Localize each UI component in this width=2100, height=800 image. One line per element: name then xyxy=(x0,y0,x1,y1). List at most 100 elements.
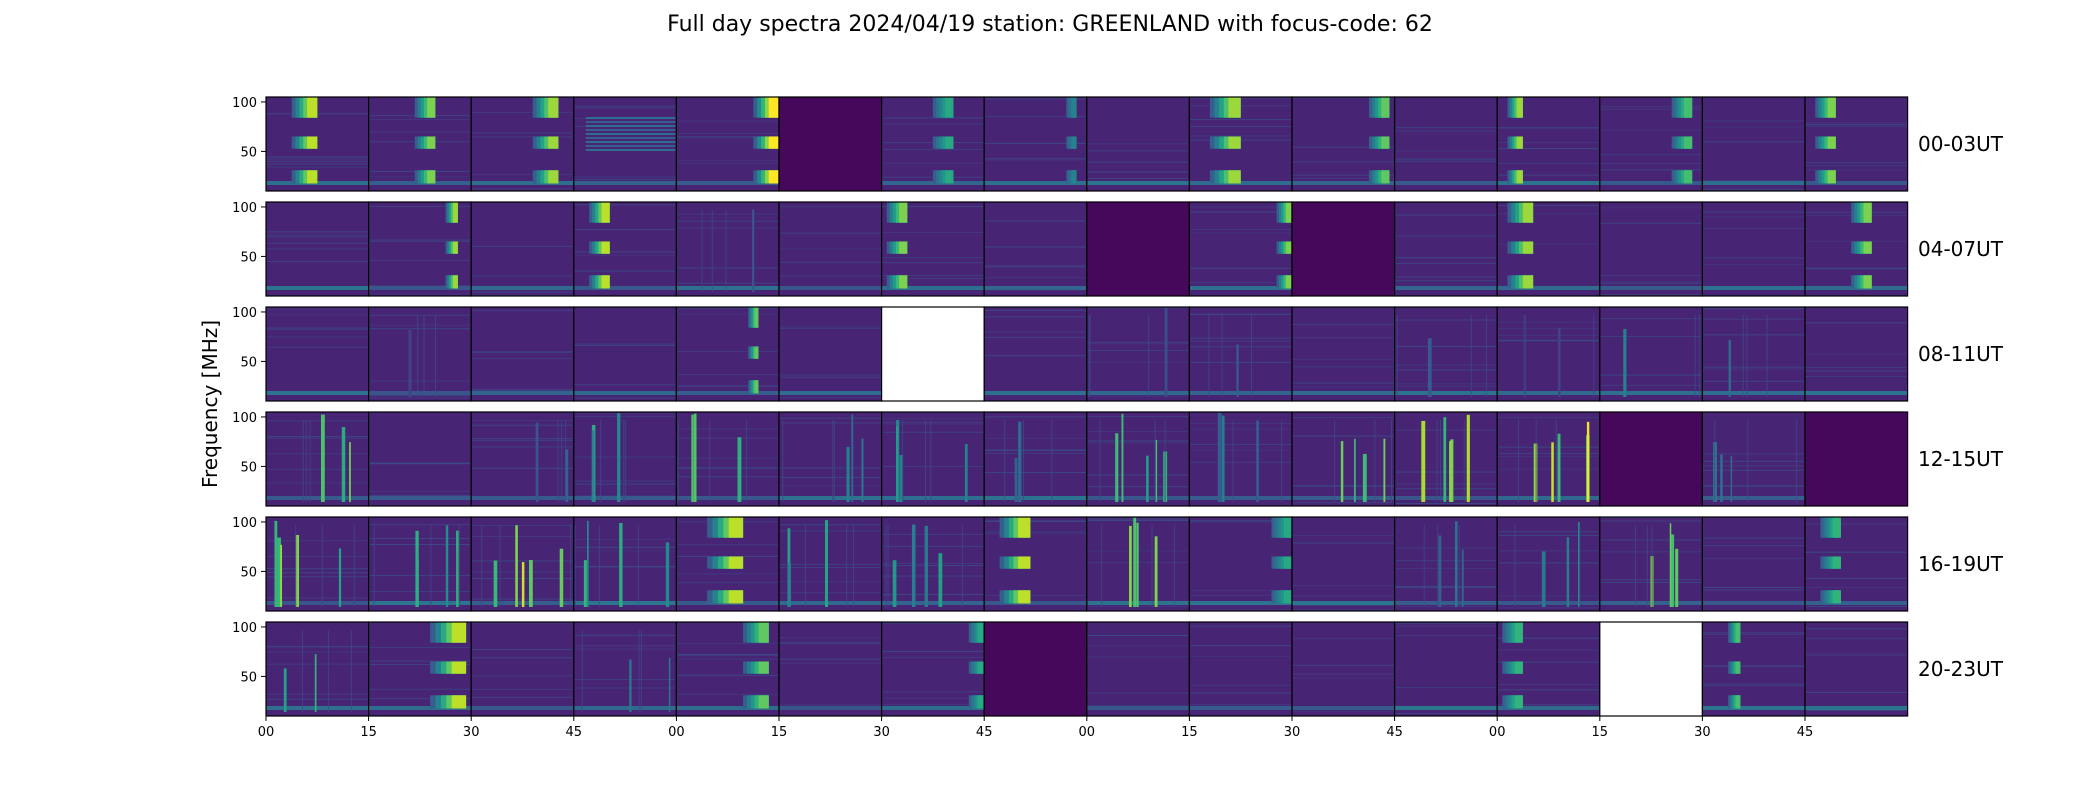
panel-background xyxy=(1599,412,1703,506)
faint-burst xyxy=(1164,420,1166,502)
low-frequency-noise xyxy=(881,496,985,500)
rfi-line xyxy=(1086,635,1190,637)
stripe xyxy=(585,145,677,147)
faint-burst xyxy=(623,420,625,502)
panel-background xyxy=(1599,202,1703,296)
rfi-line xyxy=(1394,150,1498,152)
rfi-line xyxy=(1497,141,1600,143)
radio-burst xyxy=(861,438,864,502)
rfi-line xyxy=(1497,148,1600,150)
emission-band xyxy=(601,241,610,254)
rfi-line xyxy=(368,544,472,546)
faint-burst xyxy=(1742,315,1744,397)
rfi-line xyxy=(471,657,574,659)
rfi-line xyxy=(573,480,677,482)
low-frequency-noise xyxy=(471,496,574,500)
low-frequency-noise xyxy=(984,181,1087,185)
rfi-line xyxy=(266,248,369,250)
low-frequency-noise xyxy=(1702,601,1805,605)
rfi-line xyxy=(984,316,1087,318)
faint-burst xyxy=(1256,420,1258,502)
rfi-line xyxy=(1189,655,1292,657)
low-frequency-noise xyxy=(266,286,369,290)
low-frequency-noise xyxy=(368,286,472,290)
rfi-line xyxy=(1599,129,1703,131)
rfi-line xyxy=(984,115,1087,117)
rfi-line xyxy=(1599,282,1703,284)
faint-burst xyxy=(598,525,600,607)
rfi-line xyxy=(676,573,779,575)
rfi-line xyxy=(471,352,574,354)
faint-burst xyxy=(1440,420,1442,502)
rfi-line xyxy=(368,380,472,382)
rfi-line xyxy=(1189,704,1292,706)
rfi-line xyxy=(881,656,985,658)
radio-burst xyxy=(1383,438,1386,502)
rfi-line xyxy=(471,351,574,353)
rfi-line xyxy=(1292,161,1395,163)
rfi-line xyxy=(1394,586,1498,588)
radio-burst xyxy=(938,553,943,607)
rfi-line xyxy=(1394,364,1498,366)
faint-burst xyxy=(564,420,566,502)
rfi-line xyxy=(1292,177,1395,179)
rfi-line xyxy=(266,437,369,439)
faint-burst xyxy=(902,420,904,502)
low-frequency-noise xyxy=(1086,496,1190,500)
radio-burst xyxy=(1730,455,1733,502)
rfi-line xyxy=(1702,453,1805,455)
low-frequency-noise xyxy=(1497,391,1600,395)
rfi-line xyxy=(676,136,779,138)
low-frequency-noise xyxy=(881,286,985,290)
rfi-line xyxy=(1189,361,1292,363)
emission-band xyxy=(754,307,759,328)
panel-background xyxy=(573,412,677,506)
rfi-line xyxy=(779,205,882,207)
faint-burst xyxy=(930,420,932,502)
rfi-line xyxy=(676,120,779,122)
rfi-line xyxy=(1497,243,1600,245)
emission-band xyxy=(451,622,467,643)
rfi-line xyxy=(266,156,369,158)
low-frequency-noise xyxy=(1497,496,1600,500)
panel-background xyxy=(471,412,574,506)
radio-burst xyxy=(752,209,755,292)
rfi-line xyxy=(984,309,1087,311)
rfi-line xyxy=(1702,188,1805,190)
rfi-line xyxy=(676,457,779,459)
rfi-line xyxy=(471,245,574,247)
rfi-line xyxy=(984,277,1087,279)
rfi-line xyxy=(573,546,677,548)
panel-background xyxy=(1394,307,1498,401)
rfi-line xyxy=(1086,171,1190,173)
emission-band xyxy=(945,97,954,118)
low-frequency-noise xyxy=(1805,181,1908,185)
rfi-line xyxy=(881,622,985,624)
emission-band xyxy=(451,695,467,709)
rfi-line xyxy=(471,174,574,176)
emission-band xyxy=(758,695,769,709)
rfi-line xyxy=(1805,268,1908,270)
rfi-line xyxy=(676,555,779,557)
faint-burst xyxy=(434,315,436,397)
panel-background xyxy=(984,307,1087,401)
rfi-line xyxy=(1292,595,1395,597)
y-tick-label: 50 xyxy=(240,670,257,685)
low-frequency-noise xyxy=(1497,601,1600,605)
radio-burst xyxy=(338,548,342,607)
x-tick-label: 15 xyxy=(1592,725,1609,740)
rfi-line xyxy=(779,261,882,263)
low-frequency-noise xyxy=(1189,391,1292,395)
radio-burst xyxy=(515,525,518,607)
rfi-line xyxy=(676,384,779,386)
rfi-line xyxy=(881,703,985,705)
faint-burst xyxy=(711,210,713,292)
rfi-line xyxy=(368,241,472,243)
rfi-line xyxy=(676,428,779,430)
rfi-line xyxy=(1702,189,1805,191)
radio-burst xyxy=(529,560,533,607)
rfi-line xyxy=(1394,712,1498,714)
low-frequency-noise xyxy=(1497,181,1600,185)
rfi-line xyxy=(1189,267,1292,269)
low-frequency-noise xyxy=(676,391,779,395)
